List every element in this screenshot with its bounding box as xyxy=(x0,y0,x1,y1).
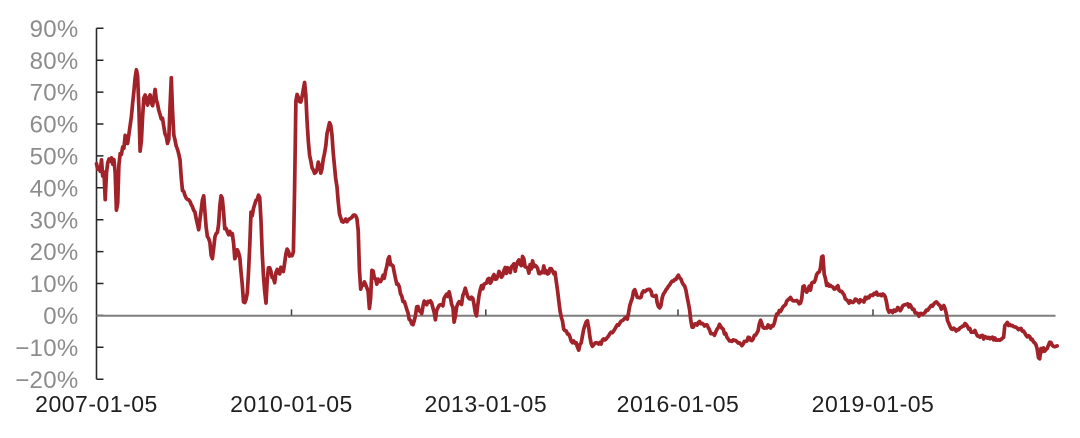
svg-text:50%: 50% xyxy=(30,144,79,171)
svg-text:90%: 90% xyxy=(30,16,79,43)
svg-text:2013-01-05: 2013-01-05 xyxy=(424,391,547,417)
svg-text:60%: 60% xyxy=(30,112,79,139)
svg-text:70%: 70% xyxy=(30,80,79,107)
svg-text:20%: 20% xyxy=(30,239,79,266)
svg-text:40%: 40% xyxy=(30,175,79,202)
svg-text:−10%: −10% xyxy=(15,335,78,362)
svg-text:0%: 0% xyxy=(43,303,78,330)
svg-text:2010-01-05: 2010-01-05 xyxy=(230,391,353,417)
svg-text:30%: 30% xyxy=(30,207,79,234)
svg-text:−20%: −20% xyxy=(15,367,78,394)
svg-text:2019-01-05: 2019-01-05 xyxy=(812,391,935,417)
svg-text:10%: 10% xyxy=(30,271,79,298)
svg-text:2016-01-05: 2016-01-05 xyxy=(617,391,740,417)
svg-text:2007-01-05: 2007-01-05 xyxy=(35,391,158,417)
svg-text:80%: 80% xyxy=(30,48,79,75)
